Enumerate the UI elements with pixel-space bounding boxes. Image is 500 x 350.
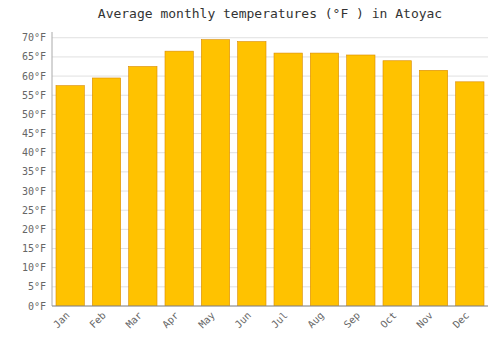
- x-tick-label: Sep: [342, 310, 363, 331]
- bar: [383, 61, 411, 306]
- x-tick-label: Dec: [451, 310, 472, 331]
- bar: [456, 82, 484, 306]
- y-tick-label: 50°F: [22, 109, 46, 120]
- x-tick-label: Jan: [51, 310, 72, 331]
- title: Average monthly temperatures (°F ) in At…: [98, 6, 442, 21]
- grid-line: [52, 306, 488, 307]
- y-tick-label: 55°F: [22, 90, 46, 101]
- grid-line: [52, 56, 488, 57]
- bar: [419, 70, 447, 306]
- y-tick-label: 35°F: [22, 166, 46, 177]
- y-grid: [52, 38, 488, 306]
- y-tick-label: 0°F: [28, 301, 46, 312]
- bar: [347, 55, 375, 306]
- bar: [201, 40, 229, 306]
- x-tick-label: Nov: [414, 310, 435, 331]
- y-tick-label: 5°F: [28, 281, 46, 292]
- chart-svg: Average monthly temperatures (°F ) in At…: [0, 0, 500, 350]
- y-tick-label: 70°F: [22, 32, 46, 43]
- x-tick-label: May: [196, 310, 217, 331]
- x-tick-label: Apr: [160, 310, 181, 331]
- y-tick-label: 45°F: [22, 128, 46, 139]
- grid-line: [52, 37, 488, 38]
- x-tick-label: Jun: [233, 310, 254, 331]
- y-tick-label: 25°F: [22, 205, 46, 216]
- bar: [310, 53, 338, 306]
- bar: [129, 66, 157, 306]
- y-tick-label: 15°F: [22, 243, 46, 254]
- bars: [56, 40, 484, 306]
- chart-container: Average monthly temperatures (°F ) in At…: [0, 0, 500, 350]
- x-axis-line: [52, 306, 488, 307]
- bar: [92, 78, 120, 306]
- y-tick-label: 30°F: [22, 186, 46, 197]
- y-tick-label: 40°F: [22, 147, 46, 158]
- y-tick-label: 20°F: [22, 224, 46, 235]
- x-tick-label: Jul: [269, 310, 290, 331]
- x-tick-label: Aug: [305, 310, 326, 331]
- y-axis-line: [52, 32, 53, 306]
- bar: [56, 86, 84, 306]
- y-tick-label: 10°F: [22, 262, 46, 273]
- y-tick-label: 65°F: [22, 51, 46, 62]
- x-tick-label: Oct: [378, 310, 399, 331]
- bar: [274, 53, 302, 306]
- x-tick-label: Feb: [87, 310, 108, 331]
- x-tick-label: Mar: [124, 310, 145, 331]
- bar: [238, 42, 266, 306]
- bar: [165, 51, 193, 306]
- y-tick-label: 60°F: [22, 71, 46, 82]
